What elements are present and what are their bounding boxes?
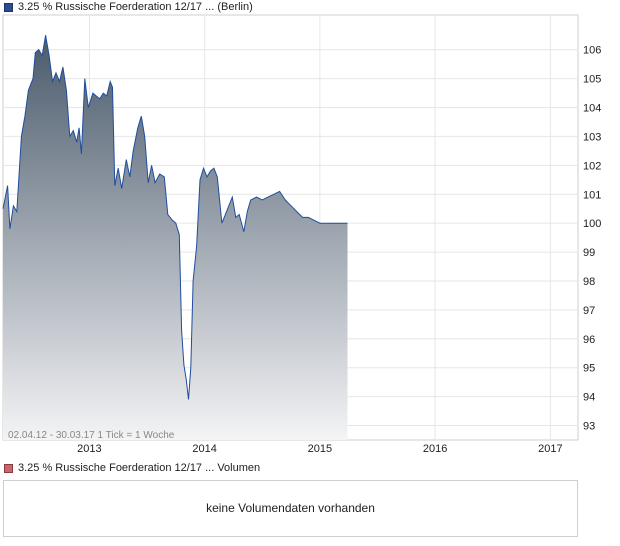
no-volume-message: keine Volumendaten vorhanden [206, 501, 375, 515]
y-tick-label: 93 [583, 421, 595, 433]
y-tick-label: 95 [583, 363, 595, 375]
y-tick-label: 102 [583, 160, 601, 172]
x-tick-label: 2013 [77, 443, 101, 455]
y-tick-label: 98 [583, 276, 595, 288]
price-legend-swatch [4, 2, 13, 12]
volume-legend: 3.25 % Russische Foerderation 12/17 ... … [4, 461, 260, 475]
price-legend: 3.25 % Russische Foerderation 12/17 ... … [4, 0, 253, 14]
y-tick-label: 96 [583, 334, 595, 346]
y-tick-label: 97 [583, 305, 595, 317]
y-axis-ticks: 93 94 95 96 97 98 99 100 101 102 103 104 105 106 [583, 45, 601, 433]
x-tick-label: 2014 [192, 443, 216, 455]
y-tick-label: 105 [583, 74, 601, 86]
y-tick-label: 99 [583, 247, 595, 259]
y-tick-label: 103 [583, 131, 601, 143]
x-tick-label: 2015 [308, 443, 332, 455]
range-info-text: 02.04.12 - 30.03.17 1 Tick = 1 Woche [8, 430, 175, 441]
y-tick-label: 94 [583, 392, 595, 404]
price-chart: 93 94 95 96 97 98 99 100 101 102 103 104 105 106 2013… [2, 14, 601, 455]
x-tick-label: 2016 [423, 443, 447, 455]
y-tick-label: 104 [583, 103, 601, 115]
y-tick-label: 106 [583, 45, 601, 57]
price-legend-label: 3.25 % Russische Foerderation 12/17 ... … [18, 1, 253, 13]
y-tick-label: 100 [583, 218, 601, 230]
volume-legend-swatch [4, 463, 13, 473]
y-tick-label: 101 [583, 189, 601, 201]
volume-legend-label: 3.25 % Russische Foerderation 12/17 ... … [18, 462, 261, 474]
price-area [3, 35, 348, 440]
price-line [2, 35, 348, 400]
volume-panel: keine Volumendaten vorhanden [3, 480, 578, 537]
x-tick-label: 2017 [538, 443, 562, 455]
x-axis-ticks: 2013 2014 2015 2016 2017 [77, 443, 562, 455]
